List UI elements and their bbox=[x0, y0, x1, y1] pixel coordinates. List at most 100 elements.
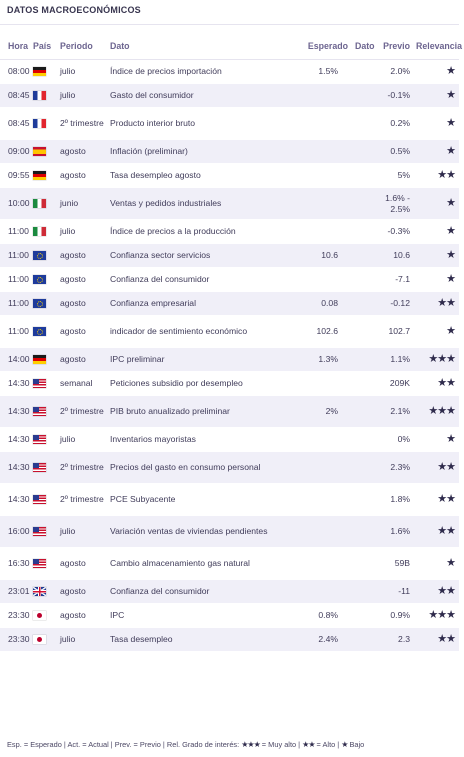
table-row[interactable]: 11:00 agosto Confianza empresarial 0.08 -0.1… bbox=[0, 291, 459, 316]
table-row[interactable]: 09:00 agosto Inflación (preliminar) 0.5% ★ bbox=[0, 139, 459, 164]
star-icon: ★ bbox=[341, 740, 348, 749]
table-row[interactable]: 08:45 julio Gasto del consumidor -0.1% ★ bbox=[0, 83, 459, 108]
esperado-cell: 0.08 bbox=[274, 291, 352, 316]
star-icon: ★★★ bbox=[428, 609, 456, 622]
periodo-cell: agosto bbox=[60, 610, 86, 621]
flag-fr-icon bbox=[33, 119, 46, 129]
periodo-cell: agosto bbox=[60, 170, 86, 181]
previo-cell: -11 bbox=[374, 579, 416, 604]
legend-prefix: Esp. = Esperado | Act. = Actual | Prev. … bbox=[7, 740, 242, 749]
star-icon: ★ bbox=[446, 273, 456, 286]
hora-cell: 14:30 bbox=[8, 378, 30, 389]
hora-cell: 23:01 bbox=[0, 579, 33, 604]
previo-cell: 2.1% bbox=[374, 395, 416, 428]
previo-cell: 209K bbox=[389, 378, 410, 389]
pais-cell bbox=[33, 316, 60, 348]
relevancia-cell: ★ bbox=[416, 243, 459, 268]
table-row[interactable]: 11:00 agosto Confianza sector servicios 10.… bbox=[0, 243, 459, 268]
pais-cell bbox=[33, 108, 60, 140]
title-divider bbox=[0, 24, 459, 25]
star-icon: ★ bbox=[446, 197, 456, 210]
star-icon: ★ bbox=[446, 89, 456, 102]
periodo-cell: julio bbox=[60, 627, 110, 652]
flag-us-icon bbox=[33, 407, 46, 417]
relevancia-cell: ★ bbox=[416, 548, 459, 580]
table-row[interactable]: 14:00 agosto IPC preliminar 1.3% 1.1% ★★★ bbox=[0, 347, 459, 372]
table-row[interactable]: 14:30 2º trimestre Precios del gasto en co… bbox=[0, 451, 459, 484]
previo-cell: -7.1 bbox=[395, 274, 410, 285]
hora-cell: 14:00 bbox=[0, 347, 33, 372]
relevancia-cell: ★★ bbox=[416, 164, 459, 188]
previo-cell: 1.8% bbox=[390, 494, 410, 505]
flag-us-icon bbox=[33, 435, 46, 445]
table-row[interactable]: 08:00 julio Índice de precios importación 1… bbox=[0, 60, 459, 84]
pais-cell bbox=[33, 268, 60, 292]
periodo-cell: agosto bbox=[60, 274, 86, 285]
hora-cell: 14:30 bbox=[8, 494, 30, 505]
table-row[interactable]: 16:00 julio Variación ventas de viviendas … bbox=[0, 515, 459, 548]
dato-name-cell: Gasto del consumidor bbox=[110, 83, 274, 108]
legend: Esp. = Esperado | Act. = Actual | Prev. … bbox=[7, 740, 364, 749]
actual-cell bbox=[352, 220, 374, 244]
table-row[interactable]: 09:55 agosto Tasa desempleo agosto 5% ★★ bbox=[0, 164, 459, 188]
header-previo[interactable]: Previo bbox=[374, 33, 416, 60]
flag-us-icon bbox=[33, 527, 46, 537]
pais-cell bbox=[33, 187, 60, 220]
star-icon: ★★ bbox=[437, 585, 456, 598]
header-esperado[interactable]: Esperado bbox=[274, 33, 352, 60]
table-row[interactable]: 08:45 2º trimestre Producto interior bruto… bbox=[0, 108, 459, 140]
hora-cell: 23:30 bbox=[8, 610, 30, 621]
periodo-cell: agosto bbox=[60, 139, 110, 164]
header-hora[interactable]: Hora bbox=[0, 33, 33, 60]
relevancia-cell: ★★★ bbox=[416, 604, 459, 628]
legend-muy-alto: = Muy alto | bbox=[259, 740, 303, 749]
pais-cell bbox=[33, 291, 60, 316]
actual-cell bbox=[352, 268, 374, 292]
esperado-cell: 1.3% bbox=[274, 347, 352, 372]
table-row[interactable]: 23:30 agosto IPC 0.8% 0.9% ★★★ bbox=[0, 604, 459, 628]
periodo-cell: julio bbox=[60, 66, 76, 77]
header-dato-nombre[interactable]: Dato bbox=[110, 33, 274, 60]
flag-us-icon bbox=[33, 495, 46, 505]
relevancia-cell: ★★ bbox=[416, 515, 459, 548]
pais-cell bbox=[33, 548, 60, 580]
table-row[interactable]: 14:30 julio Inventarios mayoristas 0% ★ bbox=[0, 428, 459, 452]
legend-alto: = Alto | bbox=[314, 740, 342, 749]
previo-cell: 1.1% bbox=[374, 347, 416, 372]
previo-cell: 59B bbox=[394, 558, 410, 569]
star-icon: ★★ bbox=[437, 377, 456, 390]
dato-name-cell: Índice de precios a la producción bbox=[110, 226, 236, 237]
table-row[interactable]: 14:30 2º trimestre PIB bruto anualizado pr… bbox=[0, 395, 459, 428]
previo-cell: 10.6 bbox=[374, 243, 416, 268]
relevancia-cell: ★★★ bbox=[416, 395, 459, 428]
table-row[interactable]: 11:00 agosto indicador de sentimiento econ… bbox=[0, 316, 459, 348]
esperado-cell: 1.5% bbox=[318, 66, 338, 77]
table-row[interactable]: 11:00 julio Índice de precios a la producc… bbox=[0, 220, 459, 244]
actual-cell bbox=[352, 627, 374, 652]
table-row[interactable]: 16:30 agosto Cambio almacenamiento gas nat… bbox=[0, 548, 459, 580]
table-row[interactable]: 14:30 semanal Peticiones subsidio por dese… bbox=[0, 372, 459, 396]
dato-name-cell: Producto interior bruto bbox=[110, 118, 196, 129]
table-row[interactable]: 10:00 junio Ventas y pedidos industriales 1… bbox=[0, 187, 459, 220]
table-row[interactable]: 23:01 agosto Confianza del consumidor -11 ★★ bbox=[0, 579, 459, 604]
flag-es-icon bbox=[33, 147, 46, 157]
flag-eu-icon bbox=[33, 327, 46, 337]
previo-cell: -0.3% bbox=[387, 226, 410, 237]
actual-cell bbox=[352, 187, 374, 220]
hora-cell: 11:00 bbox=[0, 291, 33, 316]
actual-cell bbox=[352, 579, 374, 604]
star-icon: ★ bbox=[446, 117, 456, 130]
table-row[interactable]: 11:00 agosto Confianza del consumidor -7.1 ★ bbox=[0, 268, 459, 292]
header-pais[interactable]: País bbox=[33, 33, 60, 60]
header-periodo[interactable]: Periodo bbox=[60, 33, 110, 60]
periodo-cell: 2º trimestre bbox=[60, 494, 104, 505]
dato-name-cell: Tasa desempleo bbox=[110, 627, 274, 652]
table-row[interactable]: 14:30 2º trimestre PCE Subyacente 1.8% ★★ bbox=[0, 484, 459, 516]
esperado-cell: 2% bbox=[274, 395, 352, 428]
header-dato[interactable]: Dato bbox=[352, 33, 375, 60]
actual-cell bbox=[352, 83, 374, 108]
header-relevancia[interactable]: Relevancia bbox=[416, 33, 462, 60]
previo-cell: 2.3% bbox=[374, 451, 416, 484]
table-row[interactable]: 23:30 julio Tasa desempleo 2.4% 2.3 ★★ bbox=[0, 627, 459, 652]
flag-us-icon bbox=[33, 463, 46, 473]
